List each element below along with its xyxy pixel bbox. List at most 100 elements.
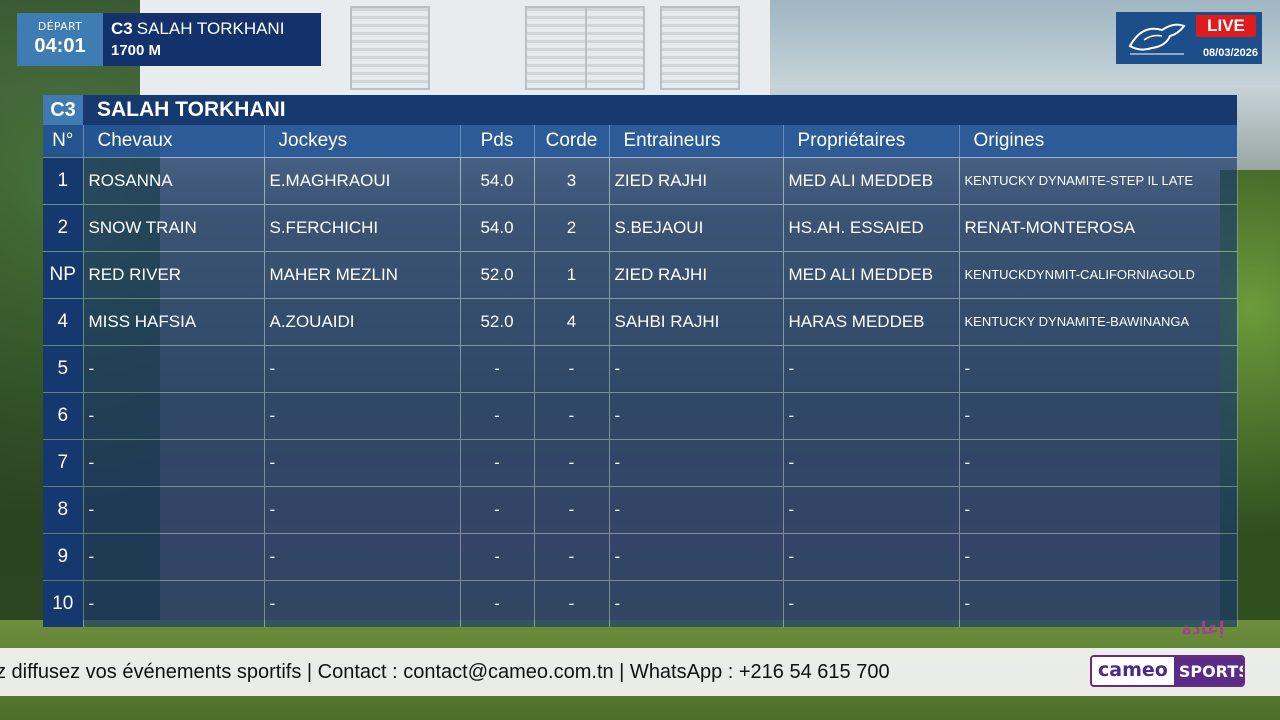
cell-num: NP xyxy=(43,250,84,298)
cell-jockey: - xyxy=(264,485,461,533)
cell-jockey: S.FERCHICHI xyxy=(264,203,461,251)
race-title: C3 SALAH TORKHANI xyxy=(111,19,321,39)
race-distance: 1700 M xyxy=(111,42,162,59)
header-jockeys: Jockeys xyxy=(264,125,461,157)
background-window xyxy=(350,6,430,90)
header-weight: Pds xyxy=(460,125,535,157)
race-card-name: SALAH TORKHANI xyxy=(97,98,286,121)
header-trainers: Entraineurs xyxy=(609,125,784,157)
cell-origin: RENAT-MONTEROSA xyxy=(959,203,1238,251)
channel-logo: LIVE 08/03/2026 xyxy=(1116,12,1262,64)
cell-origin: - xyxy=(959,485,1238,533)
cell-num: 5 xyxy=(43,344,84,392)
table-row: 5 - - - - - - - xyxy=(43,344,1238,392)
cell-horse: ROSANNA xyxy=(83,156,265,204)
race-info: C3 SALAH TORKHANI 1700 M xyxy=(103,13,321,66)
cell-num: 4 xyxy=(43,297,84,345)
ticker-bar: z diffusez vos événements sportifs | Con… xyxy=(0,648,1280,696)
horse-logo-icon xyxy=(1128,23,1186,55)
table-row: 10 - - - - - - - xyxy=(43,579,1238,627)
cell-owner: MED ALI MEDDEB xyxy=(783,156,960,204)
cell-owner: - xyxy=(783,391,960,439)
cell-origin: - xyxy=(959,391,1238,439)
cell-horse: - xyxy=(83,391,265,439)
race-code: C3 xyxy=(111,19,133,38)
cell-num: 1 xyxy=(43,156,84,204)
cell-horse: - xyxy=(83,438,265,486)
cell-trainer: - xyxy=(609,344,784,392)
cell-num: 7 xyxy=(43,438,84,486)
cell-draw: - xyxy=(534,485,610,533)
cell-origin: - xyxy=(959,532,1238,580)
cell-jockey: MAHER MEZLIN xyxy=(264,250,461,298)
cell-trainer: S.BEJAOUI xyxy=(609,203,784,251)
cell-weight: - xyxy=(460,485,535,533)
cell-draw: - xyxy=(534,532,610,580)
cell-jockey: - xyxy=(264,532,461,580)
cell-weight: - xyxy=(460,532,535,580)
cell-trainer: ZIED RAJHI xyxy=(609,156,784,204)
cell-trainer: ZIED RAJHI xyxy=(609,250,784,298)
cell-horse: SNOW TRAIN xyxy=(83,203,265,251)
cell-origin: KENTUCKDYNMIT-CALIFORNIAGOLD xyxy=(959,250,1238,298)
cell-origin: KENTUCKY DYNAMITE-BAWINANGA xyxy=(959,297,1238,345)
cell-trainer: - xyxy=(609,391,784,439)
cell-origin: - xyxy=(959,438,1238,486)
table-header-row: N° Chevaux Jockeys Pds Corde Entraineurs… xyxy=(43,125,1238,157)
race-card-panel: C3 SALAH TORKHANI N° Chevaux Jockeys Pds… xyxy=(43,95,1238,627)
table-row: NP RED RIVER MAHER MEZLIN 52.0 1 ZIED RA… xyxy=(43,250,1238,298)
table-row: 4 MISS HAFSIA A.ZOUAIDI 52.0 4 SAHBI RAJ… xyxy=(43,297,1238,345)
table-row: 7 - - - - - - - xyxy=(43,438,1238,486)
cell-horse: - xyxy=(83,485,265,533)
cell-owner: HS.AH. ESSAIED xyxy=(783,203,960,251)
depart-box: DÉPART 04:01 xyxy=(17,13,103,66)
cell-origin: KENTUCKY DYNAMITE-STEP IL LATE xyxy=(959,156,1238,204)
table-row: 6 - - - - - - - xyxy=(43,391,1238,439)
table-row: 1 ROSANNA E.MAGHRAOUI 54.0 3 ZIED RAJHI … xyxy=(43,156,1238,204)
cell-weight: - xyxy=(460,344,535,392)
cell-weight: 52.0 xyxy=(460,297,535,345)
race-card-code: C3 xyxy=(43,95,83,125)
cell-num: 6 xyxy=(43,391,84,439)
cell-weight: - xyxy=(460,438,535,486)
cell-trainer: - xyxy=(609,485,784,533)
cell-num: 8 xyxy=(43,485,84,533)
cell-jockey: - xyxy=(264,391,461,439)
runners-table: N° Chevaux Jockeys Pds Corde Entraineurs… xyxy=(43,125,1238,627)
cell-owner: MED ALI MEDDEB xyxy=(783,250,960,298)
cameo-sports-logo: cameo SPORTS xyxy=(1090,655,1245,687)
race-card-title-bar: C3 SALAH TORKHANI xyxy=(43,95,1237,125)
cell-num: 10 xyxy=(43,579,84,627)
cell-draw: 1 xyxy=(534,250,610,298)
cell-draw: - xyxy=(534,579,610,627)
header-origins: Origines xyxy=(959,125,1238,157)
cell-draw: - xyxy=(534,391,610,439)
header-horses: Chevaux xyxy=(83,125,265,157)
cell-trainer: - xyxy=(609,579,784,627)
cell-owner: - xyxy=(783,532,960,580)
replay-label: إعادة xyxy=(1182,619,1225,639)
cell-jockey: - xyxy=(264,438,461,486)
cell-owner: - xyxy=(783,579,960,627)
live-badge: LIVE xyxy=(1196,15,1256,37)
depart-label: DÉPART xyxy=(37,20,83,33)
depart-time: 04:01 xyxy=(34,35,86,57)
background-window xyxy=(660,6,740,90)
cell-horse: - xyxy=(83,344,265,392)
table-row: 9 - - - - - - - xyxy=(43,532,1238,580)
brand-suffix: SPORTS xyxy=(1173,657,1243,685)
cell-weight: 52.0 xyxy=(460,250,535,298)
cell-weight: - xyxy=(460,579,535,627)
cell-horse: - xyxy=(83,579,265,627)
cell-draw: 2 xyxy=(534,203,610,251)
cell-horse: - xyxy=(83,532,265,580)
ticker-text: z diffusez vos événements sportifs | Con… xyxy=(0,660,890,683)
cell-weight: - xyxy=(460,391,535,439)
cell-jockey: - xyxy=(264,579,461,627)
header-draw: Corde xyxy=(534,125,610,157)
cell-draw: 4 xyxy=(534,297,610,345)
cell-trainer: - xyxy=(609,532,784,580)
cell-jockey: A.ZOUAIDI xyxy=(264,297,461,345)
cell-weight: 54.0 xyxy=(460,203,535,251)
cell-draw: - xyxy=(534,438,610,486)
